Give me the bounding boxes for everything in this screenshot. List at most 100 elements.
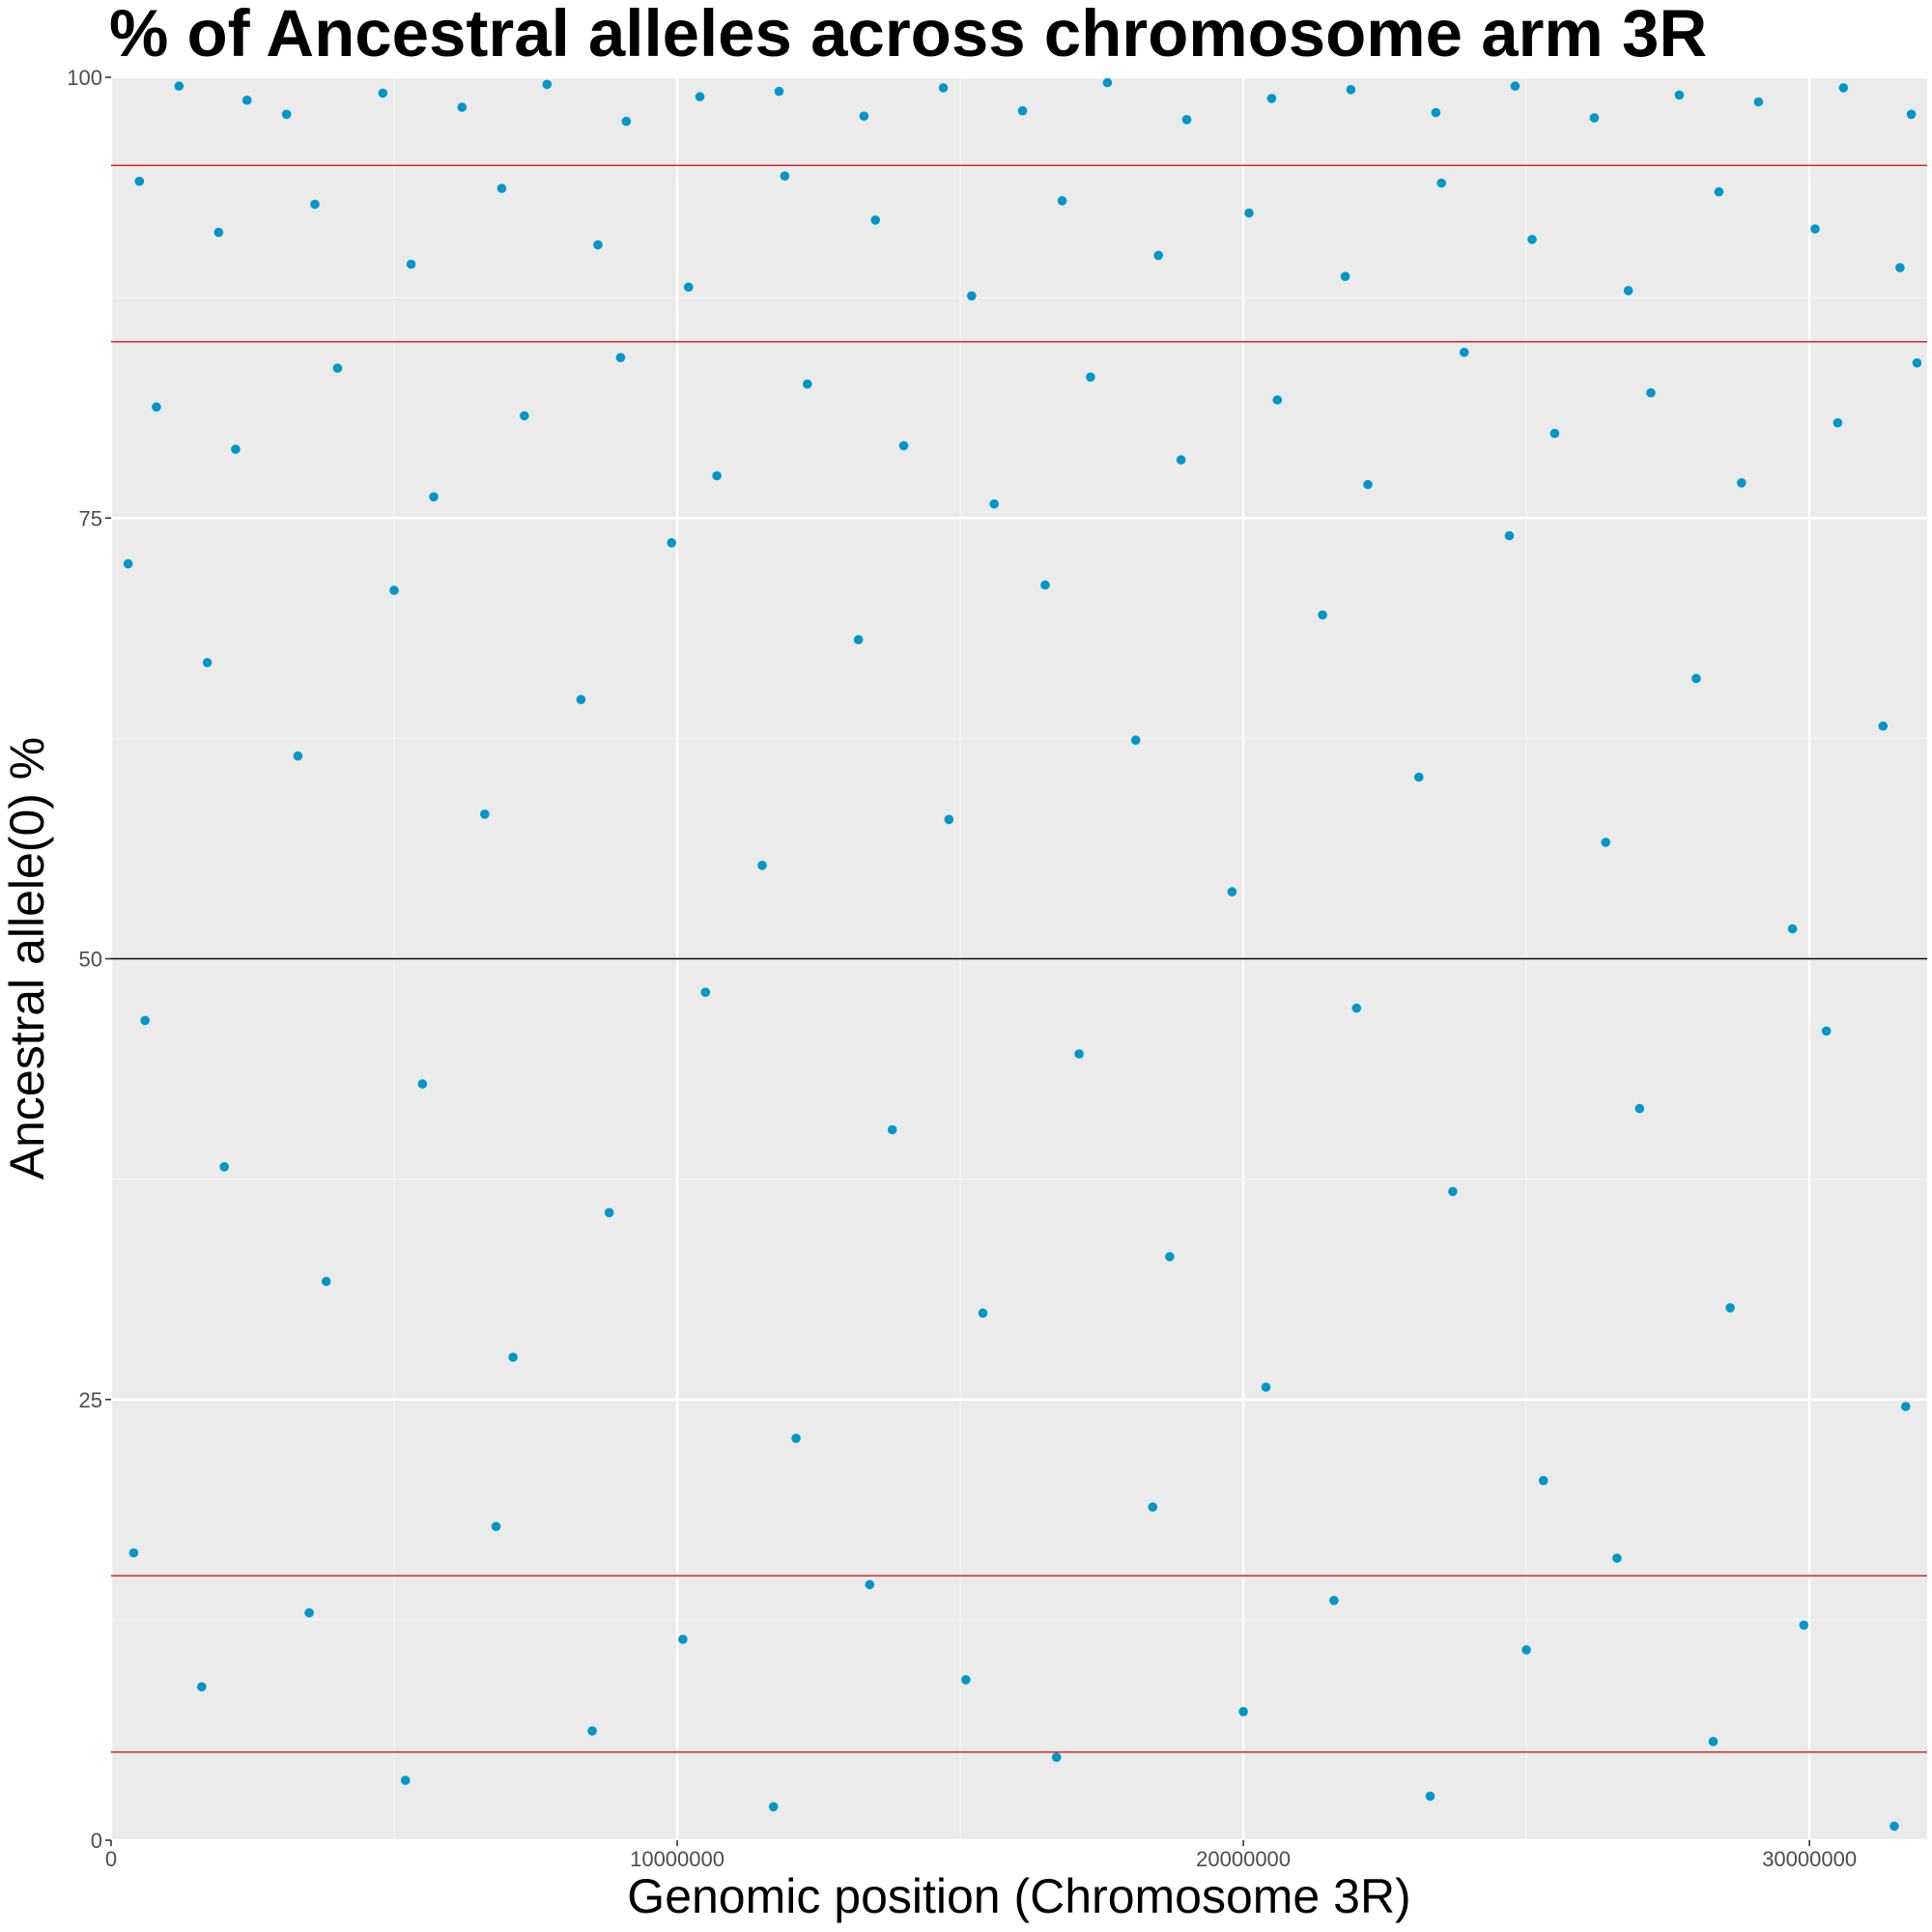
data-point xyxy=(1833,417,1843,428)
data-point xyxy=(1787,923,1798,934)
data-point xyxy=(604,1208,614,1218)
data-point xyxy=(310,199,320,210)
data-point xyxy=(1799,1620,1809,1631)
data-point xyxy=(1102,77,1113,88)
data-point xyxy=(1510,81,1520,91)
data-point xyxy=(1538,1475,1548,1486)
data-point xyxy=(219,1162,229,1172)
data-point xyxy=(859,111,869,121)
data-point xyxy=(152,402,161,412)
data-point xyxy=(865,1579,875,1590)
data-point xyxy=(1708,1737,1719,1747)
data-point xyxy=(1714,186,1724,197)
data-point xyxy=(1176,455,1186,465)
data-point xyxy=(944,814,954,825)
data-point xyxy=(938,83,949,93)
y-tick-label: 100 xyxy=(67,66,102,90)
data-point xyxy=(480,810,490,819)
data-point xyxy=(1363,479,1373,490)
data-point xyxy=(1340,271,1350,282)
y-tick-label: 75 xyxy=(79,506,102,530)
data-point xyxy=(1414,772,1424,782)
data-point xyxy=(1691,673,1701,684)
data-point xyxy=(684,282,694,293)
data-point xyxy=(1459,347,1469,357)
data-point xyxy=(1725,1303,1735,1313)
data-point xyxy=(1889,1821,1899,1832)
data-point xyxy=(140,1015,150,1026)
data-point xyxy=(791,1434,801,1443)
data-point xyxy=(520,411,529,421)
data-point xyxy=(1906,109,1917,120)
data-point xyxy=(1878,721,1889,731)
data-point xyxy=(615,353,626,363)
y-axis-label: Ancestral allele(0) % xyxy=(0,737,54,1180)
data-point xyxy=(1612,1553,1622,1563)
data-point xyxy=(1838,83,1849,93)
data-point xyxy=(1753,97,1764,107)
data-point xyxy=(1227,887,1237,896)
x-tick-label: 20000000 xyxy=(1196,1847,1291,1871)
data-point xyxy=(961,1675,971,1685)
data-point xyxy=(1589,113,1600,123)
data-point xyxy=(1057,196,1067,206)
data-point xyxy=(197,1682,207,1691)
data-point xyxy=(1623,286,1634,296)
data-point xyxy=(989,498,999,509)
data-point xyxy=(1634,1103,1645,1114)
data-point xyxy=(1504,530,1515,541)
y-tick-label: 25 xyxy=(79,1388,102,1412)
data-point xyxy=(1086,372,1095,383)
data-point xyxy=(1601,838,1610,847)
data-point xyxy=(1737,478,1747,488)
data-point xyxy=(123,558,133,569)
data-point xyxy=(202,658,213,668)
data-point xyxy=(128,1548,139,1558)
data-point xyxy=(587,1726,597,1736)
data-point xyxy=(1074,1049,1084,1059)
data-point xyxy=(1351,1003,1362,1013)
data-point xyxy=(1448,1186,1458,1197)
data-point xyxy=(1346,85,1356,95)
y-tick-label: 50 xyxy=(79,948,102,972)
data-point xyxy=(1318,610,1327,620)
data-point xyxy=(417,1079,428,1089)
reference-lines xyxy=(111,164,1927,1753)
x-axis-ticks: 0 10000000 20000000 30000000 xyxy=(105,1840,1857,1871)
data-point xyxy=(1521,1645,1531,1655)
y-axis-ticks: 0 25 50 75 100 xyxy=(67,66,111,1853)
data-point xyxy=(678,1634,688,1644)
data-point xyxy=(1051,1752,1062,1762)
data-point xyxy=(332,363,343,373)
data-point xyxy=(406,259,416,270)
data-point xyxy=(429,492,439,502)
data-point xyxy=(898,440,909,451)
data-point xyxy=(1148,1502,1158,1512)
data-point xyxy=(304,1607,314,1618)
data-point xyxy=(508,1352,518,1362)
data-point xyxy=(1040,580,1050,590)
data-point xyxy=(1821,1026,1832,1037)
data-point xyxy=(400,1776,411,1785)
data-point xyxy=(1895,263,1905,272)
data-point xyxy=(1130,735,1141,745)
data-point xyxy=(1181,115,1192,125)
data-point xyxy=(174,81,185,91)
data-point xyxy=(695,92,705,101)
data-point xyxy=(213,227,224,238)
data-point xyxy=(1425,1791,1435,1802)
data-point xyxy=(457,102,468,112)
x-tick-label: 30000000 xyxy=(1762,1847,1857,1871)
data-point xyxy=(1901,1402,1911,1411)
data-point xyxy=(1261,1382,1271,1392)
data-points xyxy=(123,77,1922,1832)
data-point xyxy=(667,538,676,548)
data-point xyxy=(1017,105,1028,116)
data-point xyxy=(576,695,586,704)
data-point xyxy=(1244,208,1254,218)
data-point xyxy=(281,109,292,120)
data-point xyxy=(1549,428,1560,439)
data-point xyxy=(757,861,767,870)
data-point xyxy=(1810,224,1820,234)
data-point xyxy=(1153,250,1163,261)
